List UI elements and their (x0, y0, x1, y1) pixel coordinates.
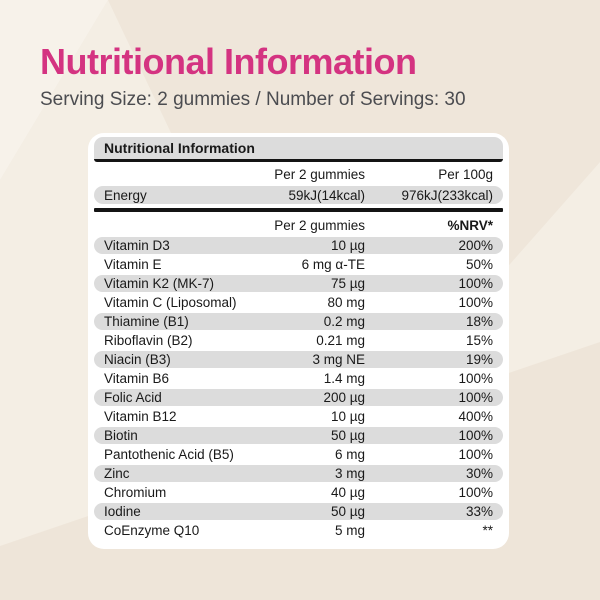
nutrient-amount: 0.21 mg (316, 333, 365, 348)
energy-column-headers: Per 2 gummies Per 100g (94, 164, 503, 184)
nutrient-amount: 3 mg (334, 466, 365, 481)
nutrient-label: Pantothenic Acid (B5) (104, 447, 234, 462)
nutrient-amount: 6 mg (334, 447, 365, 462)
nutrient-amount: 10 µg (330, 409, 365, 424)
nutrient-nrv: 100% (458, 428, 493, 443)
table-row: Thiamine (B1) 0.2 mg 18% (94, 313, 503, 330)
table-row: Biotin 50 µg 100% (94, 427, 503, 444)
nutrient-label: Chromium (104, 485, 167, 500)
page-heading: Nutritional Information Serving Size: 2 … (40, 42, 570, 111)
nutrient-amount: 50 µg (330, 504, 365, 519)
nutrient-label: Thiamine (B1) (104, 314, 189, 329)
nutrient-nrv: 100% (458, 447, 493, 462)
table-row: CoEnzyme Q10 5 mg ** (94, 522, 503, 539)
table-row: Vitamin C (Liposomal) 80 mg 100% (94, 294, 503, 311)
col-header-per-serving: Per 2 gummies (274, 217, 365, 233)
nutrient-amount: 0.2 mg (323, 314, 365, 329)
nutrient-nrv: 30% (465, 466, 493, 481)
nutrition-table-card: Nutritional Information Per 2 gummies Pe… (88, 133, 509, 549)
nutrient-label: Vitamin B12 (104, 409, 177, 424)
nutrient-amount: 40 µg (330, 485, 365, 500)
nutrient-amount: 75 µg (330, 276, 365, 291)
table-row: Niacin (B3) 3 mg NE 19% (94, 351, 503, 368)
nutrient-nrv: 15% (465, 333, 493, 348)
table-row: Vitamin B12 10 µg 400% (94, 408, 503, 425)
nutrient-nrv: 100% (458, 371, 493, 386)
nutrient-nrv: ** (482, 523, 493, 538)
serving-info: Serving Size: 2 gummies / Number of Serv… (40, 89, 466, 110)
nutrient-amount: 5 mg (334, 523, 365, 538)
table-row: Folic Acid 200 µg 100% (94, 389, 503, 406)
col-header-nrv: %NRV* (447, 217, 493, 233)
table-row: Zinc 3 mg 30% (94, 465, 503, 482)
nutrient-amount: 1.4 mg (323, 371, 365, 386)
table-header: Nutritional Information (94, 137, 503, 162)
nutrient-label: CoEnzyme Q10 (104, 523, 200, 538)
table-row: Vitamin E 6 mg α-TE 50% (94, 256, 503, 273)
energy-per-serving: 59kJ(14kcal) (288, 187, 365, 203)
table-row: Pantothenic Acid (B5) 6 mg 100% (94, 446, 503, 463)
nutrient-nrv: 100% (458, 295, 493, 310)
nutrient-label: Riboflavin (B2) (104, 333, 193, 348)
nutrient-amount: 10 µg (330, 238, 365, 253)
nutrient-nrv: 400% (458, 409, 493, 424)
nutrient-column-headers: Per 2 gummies %NRV* (94, 215, 503, 235)
table-row: Vitamin K2 (MK-7) 75 µg 100% (94, 275, 503, 292)
table-row: Chromium 40 µg 100% (94, 484, 503, 501)
nutrient-amount: 200 µg (323, 390, 365, 405)
nutrient-nrv: 100% (458, 276, 493, 291)
nutrient-nrv: 200% (458, 238, 493, 253)
nutrient-amount: 6 mg α-TE (301, 257, 365, 272)
nutrient-nrv: 50% (465, 257, 493, 272)
section-divider (94, 208, 503, 212)
col-header-per-100g: Per 100g (438, 166, 493, 182)
nutrient-nrv: 18% (465, 314, 493, 329)
energy-per-100g: 976kJ(233kcal) (401, 187, 493, 203)
nutrient-label: Niacin (B3) (104, 352, 171, 367)
nutrient-amount: 80 mg (327, 295, 365, 310)
nutrient-label: Zinc (104, 466, 130, 481)
energy-label: Energy (104, 187, 147, 203)
nutrient-amount: 3 mg NE (312, 352, 365, 367)
table-row: Iodine 50 µg 33% (94, 503, 503, 520)
nutrient-amount: 50 µg (330, 428, 365, 443)
nutrient-nrv: 19% (465, 352, 493, 367)
table-row: Riboflavin (B2) 0.21 mg 15% (94, 332, 503, 349)
nutrient-nrv: 33% (465, 504, 493, 519)
nutrient-label: Biotin (104, 428, 138, 443)
table-row: Vitamin D3 10 µg 200% (94, 237, 503, 254)
nutrient-nrv: 100% (458, 485, 493, 500)
page-title: Nutritional Information (40, 41, 417, 82)
nutrient-label: Folic Acid (104, 390, 162, 405)
energy-row: Energy 59kJ(14kcal) 976kJ(233kcal) (94, 186, 503, 204)
nutrient-label: Vitamin K2 (MK-7) (104, 276, 215, 291)
nutrient-label: Vitamin B6 (104, 371, 170, 386)
nutrient-label: Vitamin E (104, 257, 162, 272)
nutrient-label: Vitamin C (Liposomal) (104, 295, 237, 310)
nutrient-rows: Vitamin D3 10 µg 200% Vitamin E 6 mg α-TE 50%… (94, 237, 503, 539)
nutrient-label: Iodine (104, 504, 141, 519)
nutrient-nrv: 100% (458, 390, 493, 405)
table-row: Vitamin B6 1.4 mg 100% (94, 370, 503, 387)
col-header-per-serving: Per 2 gummies (274, 166, 365, 182)
nutrient-label: Vitamin D3 (104, 238, 170, 253)
